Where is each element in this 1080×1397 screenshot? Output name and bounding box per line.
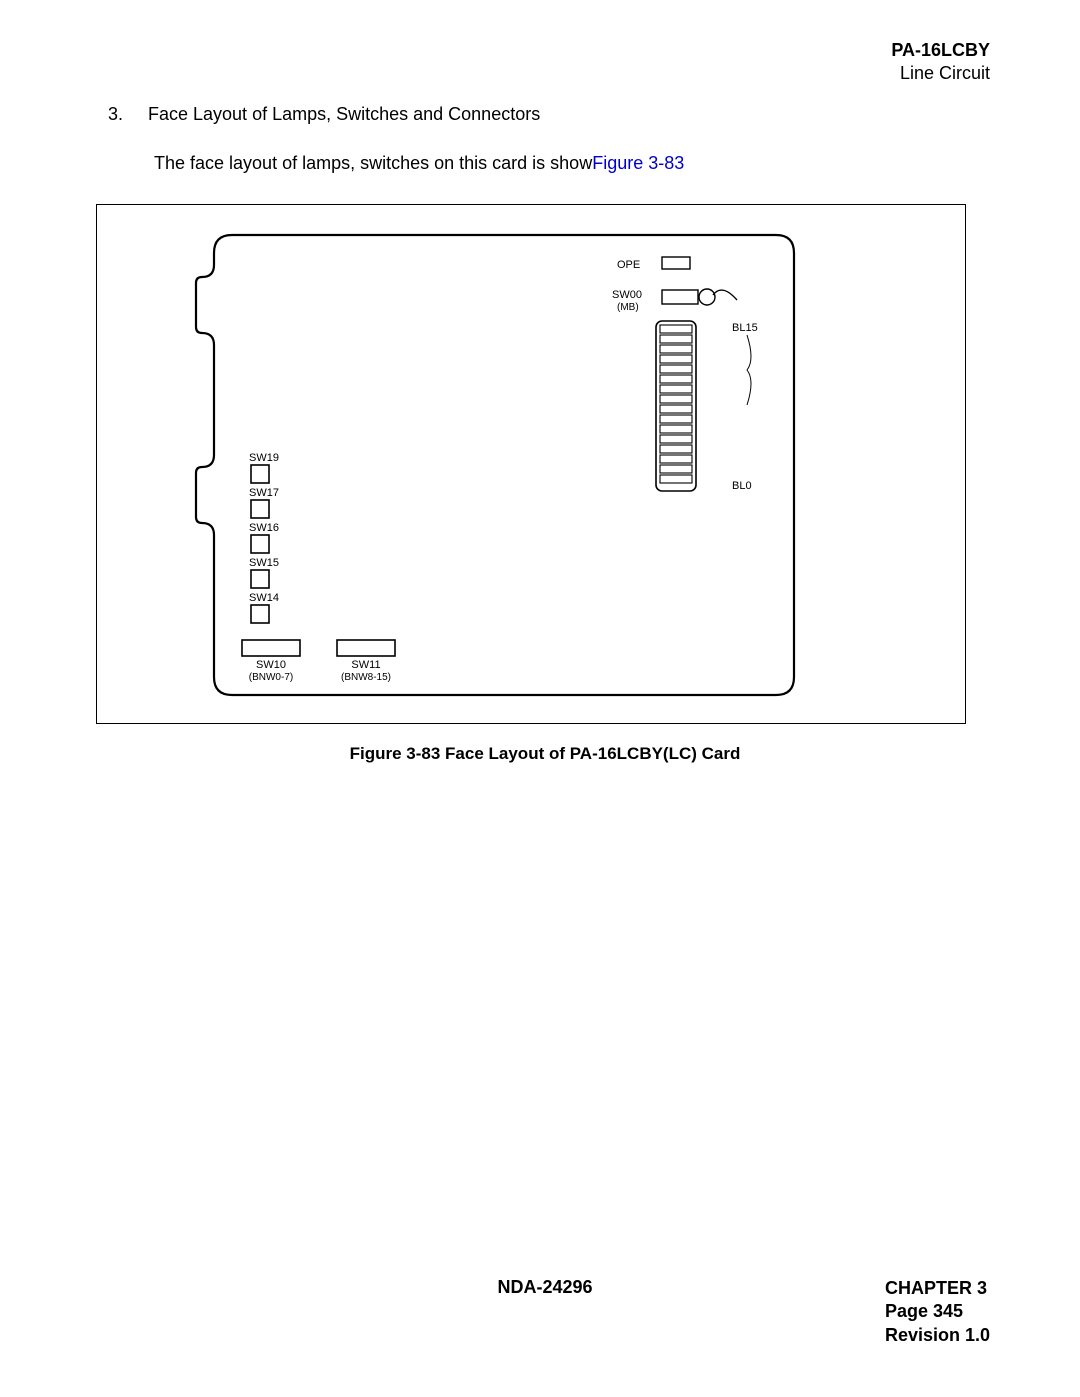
figure-frame: OPE SW00(MB) BL15 BL0 SW19 SW17 SW16 SW15 SW14 SW… [96,204,966,724]
svg-text:SW10: SW10 [256,659,286,671]
footer-right: CHAPTER 3 Page 345 Revision 1.0 [885,1277,990,1347]
body-prefix: The face layout of lamps, switches on th… [154,153,592,173]
page-header: PA-16LCBY Line Circuit [100,40,990,84]
svg-text:BL0: BL0 [732,480,752,492]
svg-text:BL15: BL15 [732,322,758,334]
section-heading: 3. Face Layout of Lamps, Switches and Co… [100,104,990,125]
svg-text:SW15: SW15 [249,557,279,569]
svg-text:SW00: SW00 [612,289,642,301]
section-title: Face Layout of Lamps, Switches and Conne… [148,104,540,125]
page-footer: NDA-24296 CHAPTER 3 Page 345 Revision 1.… [100,1277,990,1347]
card-diagram: OPE SW00(MB) BL15 BL0 SW19 SW17 SW16 SW15 SW14 SW… [97,205,967,725]
footer-revision: Revision 1.0 [885,1324,990,1347]
section-body: The face layout of lamps, switches on th… [154,153,990,174]
svg-text:(BNW8-15): (BNW8-15) [341,672,391,683]
footer-page: Page 345 [885,1300,990,1323]
header-subtitle: Line Circuit [100,63,990,84]
svg-text:OPE: OPE [617,259,640,271]
svg-text:(MB): (MB) [617,302,639,313]
section-number: 3. [100,104,148,125]
svg-text:SW16: SW16 [249,522,279,534]
svg-text:(BNW0-7): (BNW0-7) [249,672,293,683]
footer-chapter: CHAPTER 3 [885,1277,990,1300]
svg-text:SW11: SW11 [351,659,380,671]
figure-link[interactable]: Figure 3-83 [592,153,684,173]
header-title: PA-16LCBY [100,40,990,61]
svg-text:SW17: SW17 [249,487,279,499]
svg-text:SW19: SW19 [249,452,279,464]
svg-text:SW14: SW14 [249,592,279,604]
footer-doc-id: NDA-24296 [497,1277,592,1298]
figure-caption: Figure 3-83 Face Layout of PA-16LCBY(LC)… [100,744,990,764]
